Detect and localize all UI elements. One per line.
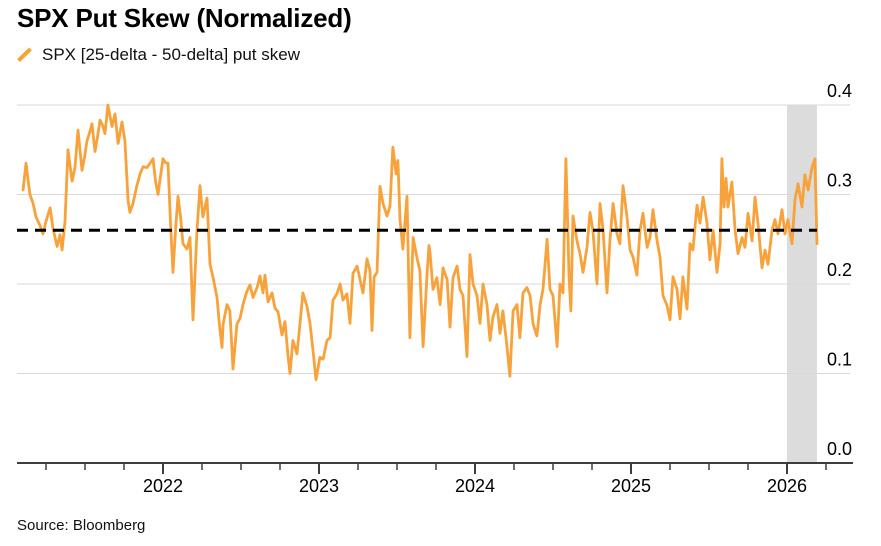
y-tick-label: 0.2 (827, 260, 852, 280)
x-tick-label: 2022 (143, 476, 183, 496)
y-tick-label: 0.3 (827, 171, 852, 191)
x-tick-label: 2024 (455, 476, 495, 496)
x-tick-label: 2026 (767, 476, 807, 496)
x-tick-label: 2023 (299, 476, 339, 496)
source-note: Source: Bloomberg (17, 517, 146, 534)
y-tick-label: 0.0 (827, 439, 852, 459)
legend-label: SPX [25-delta - 50-delta] put skew (42, 45, 300, 64)
page-title: SPX Put Skew (Normalized) (17, 3, 352, 33)
slash-icon (17, 47, 32, 62)
x-tick-label: 2025 (611, 476, 651, 496)
y-tick-label: 0.4 (827, 81, 852, 101)
legend: SPX [25-delta - 50-delta] put skew (17, 45, 300, 65)
series-line (21, 103, 819, 382)
y-tick-label: 0.1 (827, 350, 852, 370)
